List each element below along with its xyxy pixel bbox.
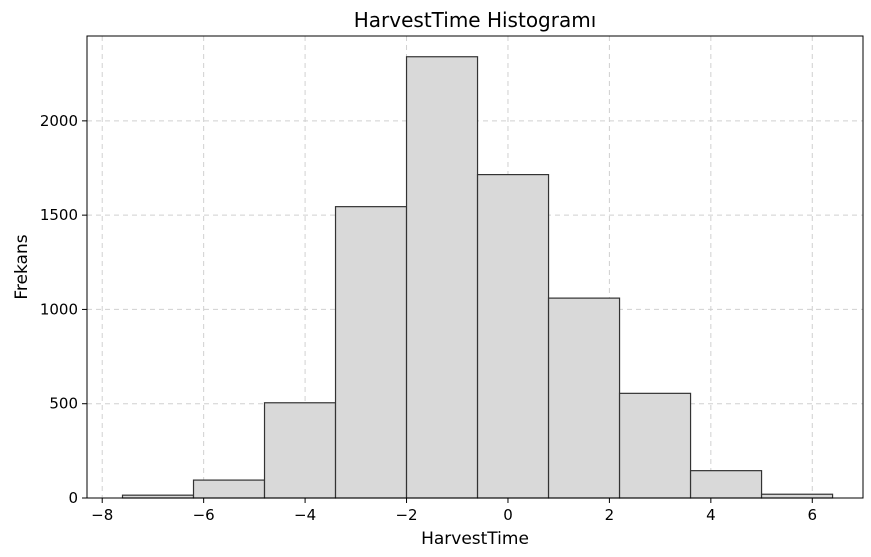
ticks-layer: −8 −6 −4 −2 0 2 4 6 0 500 1000 1500 2000: [40, 112, 817, 524]
histogram-bar: [760, 493, 834, 499]
histogram-bar: [476, 174, 550, 499]
y-tick-label: 1500: [40, 206, 78, 224]
x-tick-label: −6: [193, 506, 215, 524]
bars-layer: [121, 56, 834, 499]
y-tick-label: 1000: [40, 300, 78, 318]
x-tick-label: −4: [294, 506, 316, 524]
y-axis-label: Frekans: [12, 234, 32, 299]
chart-title: HarvestTime Histogramı: [354, 8, 597, 32]
x-tick-label: 2: [605, 506, 615, 524]
histogram-bar: [334, 206, 408, 499]
x-tick-label: 0: [503, 506, 513, 524]
x-tick-label: −2: [395, 506, 417, 524]
histogram-bar: [547, 297, 621, 499]
histogram-bar: [192, 479, 266, 499]
plot-frame: [86, 35, 864, 499]
y-tick-label: 0: [68, 489, 78, 507]
histogram-bar: [618, 392, 692, 499]
histogram-bar: [263, 402, 337, 499]
x-tick-label: 6: [808, 506, 818, 524]
x-tick-label: 4: [706, 506, 716, 524]
y-tick-label: 2000: [40, 112, 78, 130]
x-axis-label: HarvestTime: [421, 529, 529, 549]
histogram-bar: [689, 470, 763, 499]
histogram-bar: [405, 56, 479, 499]
y-tick-label: 500: [49, 395, 78, 413]
x-tick-label: −8: [91, 506, 113, 524]
